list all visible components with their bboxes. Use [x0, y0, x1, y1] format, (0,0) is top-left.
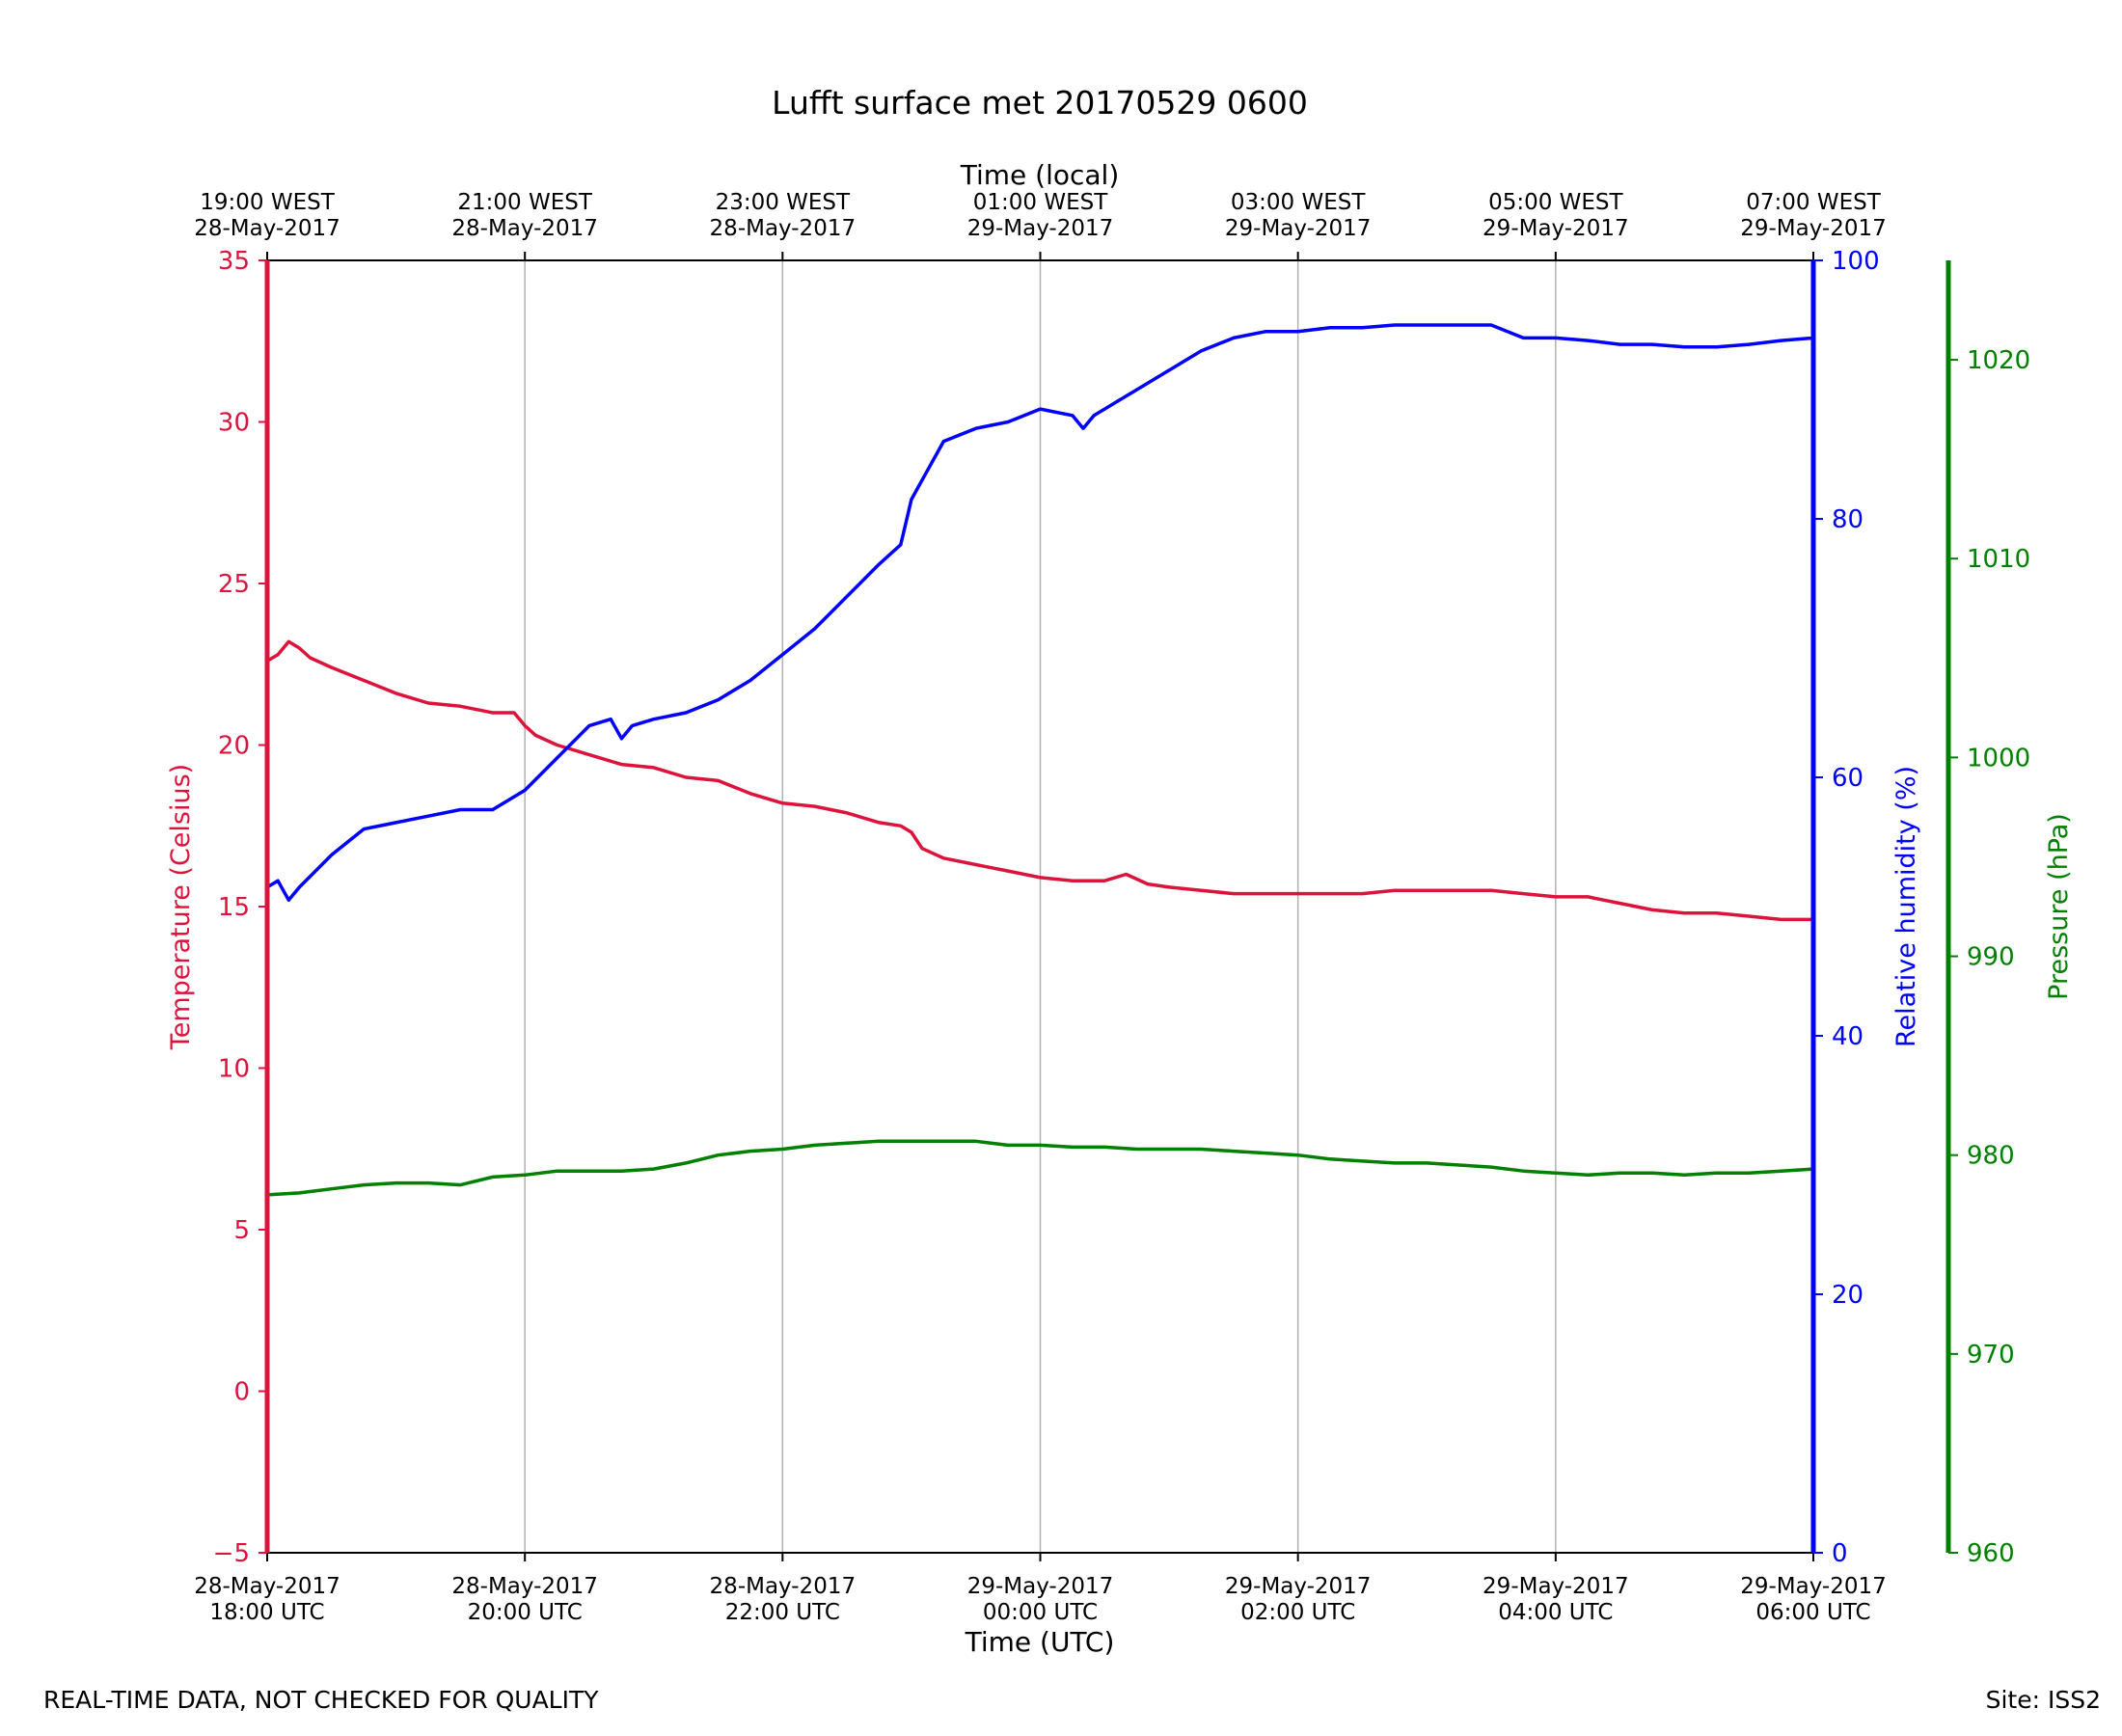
- x-tick-label-bottom: 18:00 UTC: [209, 1600, 324, 1625]
- pressure-tick-label: 990: [1967, 943, 2015, 972]
- temperature-tick-label: 5: [233, 1216, 250, 1245]
- pressure-tick-label: 1000: [1967, 744, 2030, 773]
- temperature-axis-label: Temperature (Celsius): [166, 764, 196, 1050]
- x-tick-label-top: 03:00 WEST: [1231, 190, 1366, 215]
- humidity-tick-label: 100: [1832, 247, 1880, 276]
- x-axis-label: Time (UTC): [965, 1626, 1115, 1658]
- x-tick-label-top: 28-May-2017: [451, 216, 598, 241]
- x-tick-label-top: 29-May-2017: [1483, 216, 1629, 241]
- x-tick-label-bottom: 22:00 UTC: [725, 1600, 840, 1625]
- temperature-tick-label: 15: [218, 893, 250, 922]
- x-tick-label-bottom: 28-May-2017: [710, 1574, 857, 1599]
- x-tick-label-bottom: 29-May-2017: [967, 1574, 1114, 1599]
- x-tick-label-bottom: 20:00 UTC: [468, 1600, 583, 1625]
- series-layer: [267, 323, 1813, 1197]
- humidity-tick-label: 80: [1832, 505, 1864, 534]
- x-tick-label-bottom: 28-May-2017: [194, 1574, 340, 1599]
- temperature-tick-label: 10: [218, 1055, 250, 1084]
- x-tick-label-bottom: 04:00 UTC: [1498, 1600, 1613, 1625]
- x-tick-label-bottom: 29-May-2017: [1483, 1574, 1629, 1599]
- x-tick-label-top: 05:00 WEST: [1488, 190, 1623, 215]
- temperature-tick-label: 0: [233, 1378, 250, 1407]
- x-tick-label-top: 07:00 WEST: [1746, 190, 1881, 215]
- x-tick-label-top: 19:00 WEST: [200, 190, 335, 215]
- humidity-tick-label: 40: [1832, 1022, 1864, 1051]
- chart-title: Lufft surface met 20170529 0600: [772, 84, 1308, 122]
- temperature-tick-label: −5: [213, 1539, 250, 1568]
- x-tick-label-bottom: 00:00 UTC: [983, 1600, 1098, 1625]
- pressure-series-line: [267, 1139, 1813, 1197]
- grid-lines: [524, 260, 1557, 1553]
- x-tick-label-top: 28-May-2017: [194, 216, 340, 241]
- site-label: Site: ISS2: [1985, 1686, 2101, 1714]
- pressure-tick-label: 1020: [1967, 346, 2030, 375]
- top-axis-label: Time (local): [960, 159, 1120, 191]
- humidity-tick-label: 0: [1832, 1539, 1848, 1568]
- x-tick-label-top: 29-May-2017: [1740, 216, 1887, 241]
- x-tick-label-top: 29-May-2017: [1225, 216, 1372, 241]
- temperature-series-line: [267, 639, 1813, 925]
- pressure-tick-label: 970: [1967, 1341, 2015, 1370]
- x-tick-label-top: 21:00 WEST: [457, 190, 592, 215]
- x-tick-label-bottom: 06:00 UTC: [1755, 1600, 1870, 1625]
- humidity-axis-label: Relative humidity (%): [1891, 766, 1921, 1047]
- humidity-series-line: [267, 323, 1813, 903]
- x-tick-label-top: 23:00 WEST: [716, 190, 851, 215]
- temperature-tick-label: 30: [218, 409, 250, 438]
- quality-note: REAL-TIME DATA, NOT CHECKED FOR QUALITY: [43, 1686, 599, 1714]
- pressure-tick-label: 1010: [1967, 545, 2030, 574]
- temperature-tick-label: 20: [218, 732, 250, 761]
- pressure-tick-label: 980: [1967, 1142, 2015, 1171]
- x-tick-label-bottom: 28-May-2017: [451, 1574, 598, 1599]
- x-tick-label-top: 01:00 WEST: [973, 190, 1108, 215]
- pressure-tick-label: 960: [1967, 1539, 2015, 1568]
- humidity-tick-label: 60: [1832, 764, 1864, 793]
- humidity-tick-label: 20: [1832, 1281, 1864, 1310]
- temperature-tick-label: 25: [218, 570, 250, 599]
- x-tick-label-top: 29-May-2017: [967, 216, 1114, 241]
- x-tick-label-bottom: 29-May-2017: [1740, 1574, 1887, 1599]
- x-tick-label-bottom: 02:00 UTC: [1240, 1600, 1355, 1625]
- pressure-axis-label: Pressure (hPa): [2044, 813, 2074, 1000]
- x-tick-label-top: 28-May-2017: [710, 216, 857, 241]
- temperature-tick-label: 35: [218, 247, 250, 276]
- x-tick-label-bottom: 29-May-2017: [1225, 1574, 1372, 1599]
